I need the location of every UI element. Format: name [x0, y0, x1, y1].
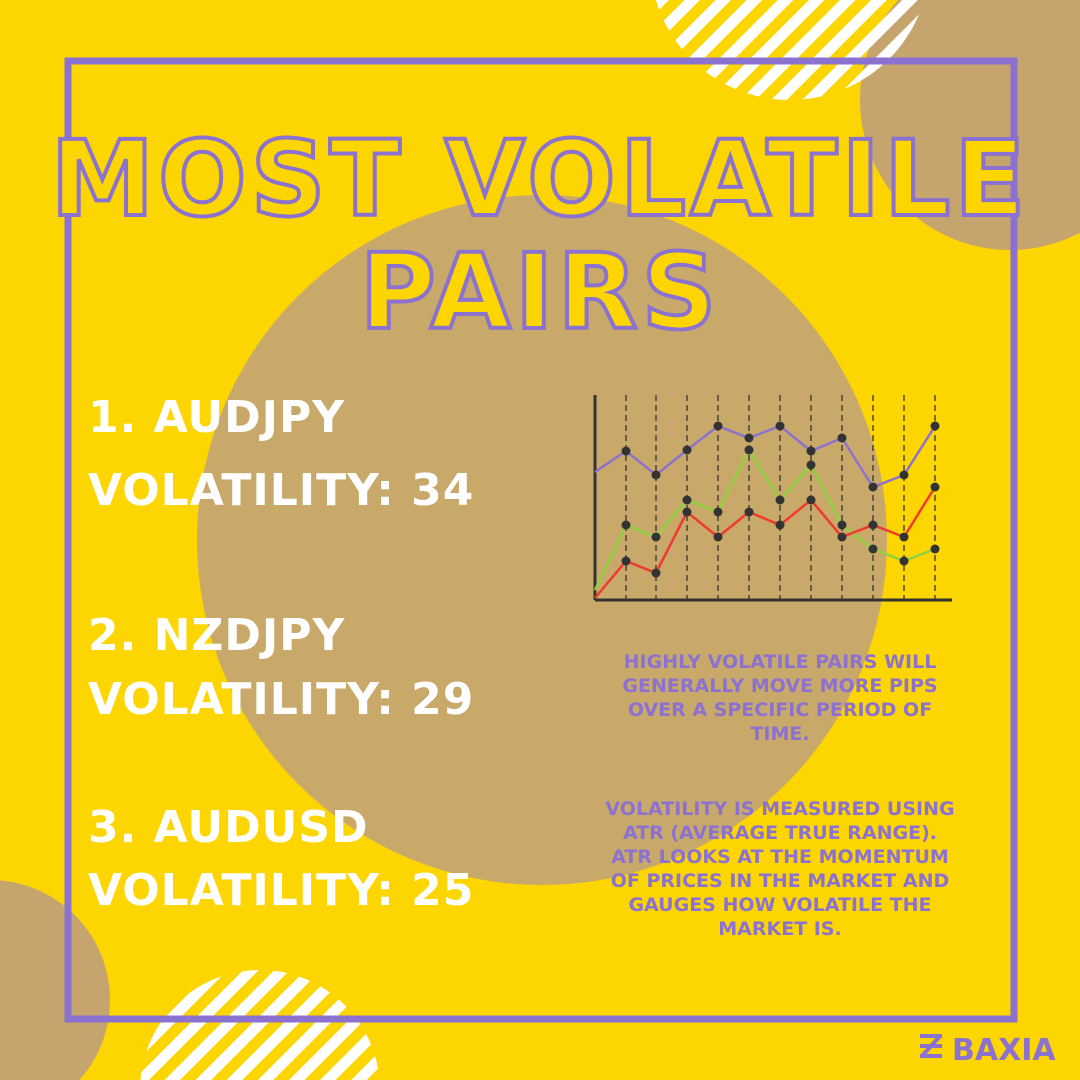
note-line: VOLATILITY IS MEASURED USING [605, 798, 954, 820]
note-line: GENERALLY MOVE MORE PIPS [622, 675, 937, 697]
decor-dot [775, 495, 785, 505]
decor-chart [593, 395, 952, 602]
decor-line [594, 486, 937, 599]
pair-name: 2. NZDJPY [88, 610, 346, 661]
decor-dot [651, 532, 661, 542]
decor-dot [899, 470, 909, 480]
title: MOST VOLATILE [51, 118, 1030, 240]
pair-volatility: VOLATILITY: 29 [88, 674, 474, 725]
note-line: ATR LOOKS AT THE MOMENTUM [611, 846, 949, 868]
decor-dot [682, 445, 692, 455]
decor-dot [837, 433, 847, 443]
decor-dot [868, 544, 878, 554]
pair-name: 3. AUDUSD [88, 802, 369, 853]
decor-line [593, 447, 936, 591]
decor-dot [713, 532, 723, 542]
note-line: TIME. [750, 723, 809, 745]
decor-dot [775, 520, 785, 530]
decor-circle [197, 195, 887, 885]
decor-dot [651, 470, 661, 480]
decor-dot [806, 495, 816, 505]
decor-dot [775, 421, 785, 431]
decor-dot [837, 520, 847, 530]
decor-dot [682, 507, 692, 517]
frame [64, 57, 1018, 1023]
note-line: OF PRICES IN THE MARKET AND [611, 870, 950, 892]
decor-dot [806, 460, 816, 470]
note-line: OVER A SPECIFIC PERIOD OF [628, 699, 932, 721]
decor-dot [868, 482, 878, 492]
decor-dot [806, 446, 816, 456]
note-line: ATR (AVERAGE TRUE RANGE). [623, 822, 937, 844]
decor-dot [682, 495, 692, 505]
decor-dot [621, 520, 631, 530]
brand: BAXIA [952, 1033, 1056, 1068]
decor-dot [713, 421, 723, 431]
pair-volatility: VOLATILITY: 34 [88, 465, 474, 516]
note-line: HIGHLY VOLATILE PAIRS WILL [624, 651, 937, 673]
decor-dot [744, 507, 754, 517]
decor-dot [651, 568, 661, 578]
decor-dot [744, 445, 754, 455]
decor-dot [837, 532, 847, 542]
title: PAIRS [360, 231, 721, 353]
pair-volatility: VOLATILITY: 25 [88, 865, 474, 916]
decor-dot [899, 556, 909, 566]
decor-dot [713, 507, 723, 517]
decor-dot [930, 421, 940, 431]
pair-name: 1. AUDJPY [88, 392, 345, 443]
decor-dot [744, 433, 754, 443]
decor-dot [621, 446, 631, 456]
note-line: MARKET IS. [718, 918, 842, 940]
decor-line [594, 424, 937, 489]
decor-dot [930, 482, 940, 492]
decor-dot [899, 532, 909, 542]
decor-dot [621, 556, 631, 566]
decor-circle [0, 880, 110, 1080]
decor-dot [868, 520, 878, 530]
note-line: GAUGES HOW VOLATILE THE [628, 894, 931, 916]
brand-logo: BAXIA [920, 1033, 1056, 1068]
decor-dot [930, 544, 940, 554]
